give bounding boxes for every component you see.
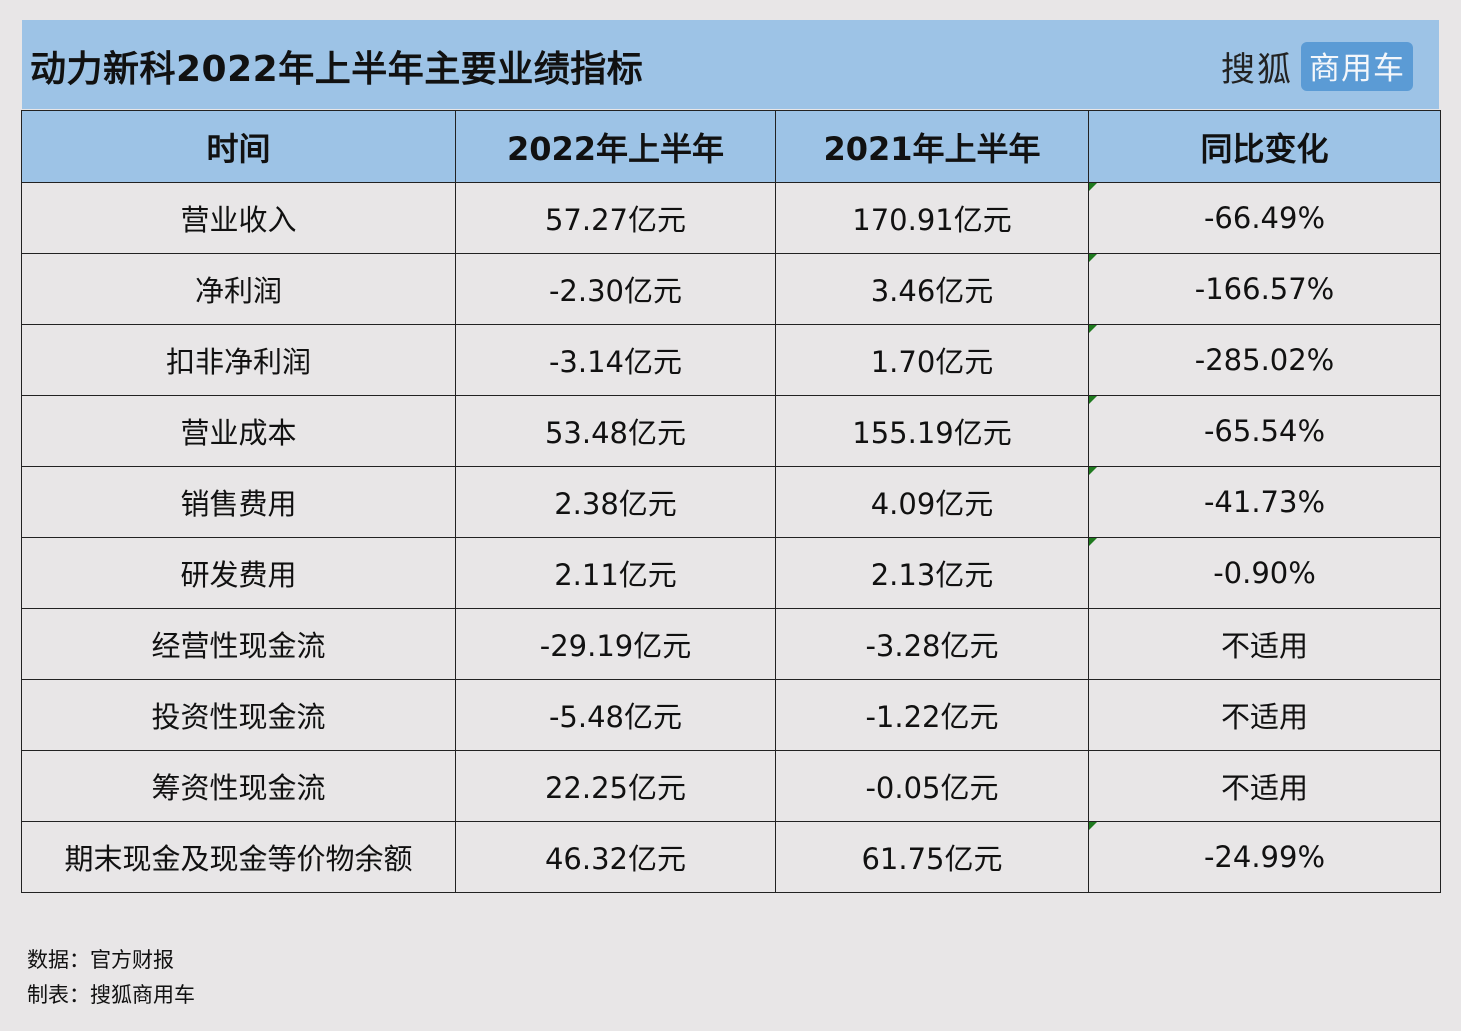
cell-yoy-text: -0.90%	[1213, 556, 1316, 590]
cell-marker-icon	[1089, 254, 1097, 262]
cell-marker-icon	[1089, 822, 1097, 830]
cell-yoy-text: -285.02%	[1194, 343, 1335, 377]
header-time: 时间	[21, 110, 456, 183]
cell-yoy: -0.90%	[1088, 537, 1441, 609]
cell-yoy: -66.49%	[1088, 182, 1441, 254]
table-row: 净利润 -2.30亿元 3.46亿元 -166.57%	[21, 253, 1441, 325]
cell-yoy: 不适用	[1088, 608, 1441, 680]
cell-marker-icon	[1089, 538, 1097, 546]
cell-item: 期末现金及现金等价物余额	[21, 821, 456, 893]
table-row: 筹资性现金流 22.25亿元 -0.05亿元 不适用	[21, 750, 1441, 822]
cell-h1-2022: 57.27亿元	[455, 182, 776, 254]
cell-h1-2022: -2.30亿元	[455, 253, 776, 325]
cell-h1-2022: 2.11亿元	[455, 537, 776, 609]
cell-h1-2022: -5.48亿元	[455, 679, 776, 751]
cell-item: 经营性现金流	[21, 608, 456, 680]
logo-main-text: 搜狐	[1221, 50, 1293, 90]
cell-h1-2021: -3.28亿元	[775, 608, 1089, 680]
logo-badge: 商用车	[1301, 42, 1413, 91]
cell-item: 筹资性现金流	[21, 750, 456, 822]
footer-source: 数据：官方财报	[27, 948, 174, 972]
cell-item: 销售费用	[21, 466, 456, 538]
cell-item: 营业成本	[21, 395, 456, 467]
sohu-logo: 搜狐 商用车	[1221, 42, 1413, 91]
footer-maker: 制表：搜狐商用车	[27, 983, 195, 1007]
cell-h1-2022: 22.25亿元	[455, 750, 776, 822]
table-header-row: 时间 2022年上半年 2021年上半年 同比变化	[21, 110, 1441, 183]
cell-item: 营业收入	[21, 182, 456, 254]
cell-yoy-text: -24.99%	[1203, 840, 1326, 874]
table-row: 销售费用 2.38亿元 4.09亿元 -41.73%	[21, 466, 1441, 538]
cell-yoy-text: -65.54%	[1203, 414, 1326, 448]
cell-h1-2022: 53.48亿元	[455, 395, 776, 467]
cell-item: 扣非净利润	[21, 324, 456, 396]
header-h1-2021: 2021年上半年	[775, 110, 1089, 183]
table-row: 经营性现金流 -29.19亿元 -3.28亿元 不适用	[21, 608, 1441, 680]
cell-h1-2022: 2.38亿元	[455, 466, 776, 538]
cell-h1-2022: -3.14亿元	[455, 324, 776, 396]
table-row: 研发费用 2.11亿元 2.13亿元 -0.90%	[21, 537, 1441, 609]
table-row: 扣非净利润 -3.14亿元 1.70亿元 -285.02%	[21, 324, 1441, 396]
cell-h1-2021: 4.09亿元	[775, 466, 1089, 538]
cell-h1-2022: 46.32亿元	[455, 821, 776, 893]
cell-yoy: -166.57%	[1088, 253, 1441, 325]
cell-yoy-text: -166.57%	[1194, 272, 1335, 306]
cell-yoy: 不适用	[1088, 750, 1441, 822]
cell-h1-2021: 1.70亿元	[775, 324, 1089, 396]
cell-h1-2021: 3.46亿元	[775, 253, 1089, 325]
page-title: 动力新科2022年上半年主要业绩指标	[30, 49, 644, 90]
cell-h1-2021: 2.13亿元	[775, 537, 1089, 609]
cell-yoy: -24.99%	[1088, 821, 1441, 893]
cell-yoy-text: -66.49%	[1203, 201, 1326, 235]
cell-marker-icon	[1089, 396, 1097, 404]
header-h1-2022: 2022年上半年	[455, 110, 776, 183]
cell-h1-2021: 170.91亿元	[775, 182, 1089, 254]
cell-yoy: -65.54%	[1088, 395, 1441, 467]
table-row: 营业收入 57.27亿元 170.91亿元 -66.49%	[21, 182, 1441, 254]
cell-h1-2021: 155.19亿元	[775, 395, 1089, 467]
cell-yoy: 不适用	[1088, 679, 1441, 751]
cell-h1-2022: -29.19亿元	[455, 608, 776, 680]
cell-h1-2021: -0.05亿元	[775, 750, 1089, 822]
performance-table: 时间 2022年上半年 2021年上半年 同比变化 营业收入 57.27亿元 1…	[21, 110, 1441, 893]
cell-yoy: -285.02%	[1088, 324, 1441, 396]
cell-yoy-text: -41.73%	[1203, 485, 1326, 519]
header-yoy: 同比变化	[1088, 110, 1441, 183]
table-row: 期末现金及现金等价物余额 46.32亿元 61.75亿元 -24.99%	[21, 821, 1441, 893]
table-row: 投资性现金流 -5.48亿元 -1.22亿元 不适用	[21, 679, 1441, 751]
cell-marker-icon	[1089, 325, 1097, 333]
cell-item: 投资性现金流	[21, 679, 456, 751]
cell-item: 研发费用	[21, 537, 456, 609]
cell-item: 净利润	[21, 253, 456, 325]
cell-h1-2021: 61.75亿元	[775, 821, 1089, 893]
table-row: 营业成本 53.48亿元 155.19亿元 -65.54%	[21, 395, 1441, 467]
cell-marker-icon	[1089, 183, 1097, 191]
cell-yoy: -41.73%	[1088, 466, 1441, 538]
title-bar: 动力新科2022年上半年主要业绩指标 搜狐 商用车	[22, 20, 1439, 109]
cell-h1-2021: -1.22亿元	[775, 679, 1089, 751]
cell-marker-icon	[1089, 467, 1097, 475]
